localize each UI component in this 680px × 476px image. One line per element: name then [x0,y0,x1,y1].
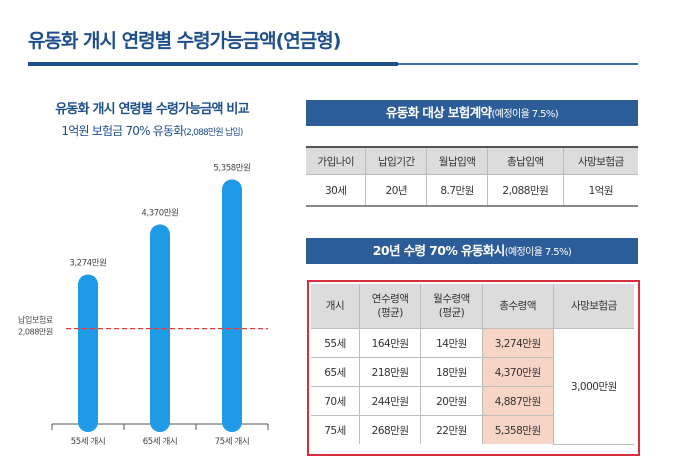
col-header-start: 개시 [311,284,360,329]
title-underline [28,62,398,66]
table1-title: 유동화 대상 보험계약(예정이율 7.5%) [306,100,638,126]
cell-monthly: 22만원 [420,415,483,444]
bar [78,274,98,432]
cell-start: 70세 [311,386,360,416]
table-row: 55세 164만원 14만원 3,274만원 3,000만원 [311,328,634,445]
cell-monthly: 14만원 [420,328,483,358]
bar [150,224,170,432]
cell-start: 75세 [311,415,360,444]
table-row: 30세 20년 8.7만원 2,088만원 1억원 [306,174,638,207]
table-header-row: 개시 연수령액 (평균) 월수령액 (평균) 총수령액 사망보험금 [311,284,634,329]
contract-table: 가입나이 납입기간 월납입액 총납입액 사망보험금 30세 20년 8.7만원 … [306,146,638,207]
payout-table: 개시 연수령액 (평균) 월수령액 (평균) 총수령액 사망보험금 55세 164만… [311,284,634,445]
chart-subtitle-main: 1억원 보험금 70% 유동화 [61,124,184,138]
page-title: 유동화 개시 연령별 수령가능금액(연금형) [28,30,341,52]
cell-annual: 164만원 [358,328,422,358]
col-header-age: 가입나이 [306,146,367,175]
cell-annual: 244만원 [358,386,422,416]
col-header-monthly: 월수령액 (평균) [420,284,483,329]
cell-total: 4,370만원 [481,357,554,387]
bar-chart: 3,274만원 55세 개시 4,370만원 65세 개시 5,358만원 75세 개시 납… [18,163,269,447]
reference-value-label: 2,088만원 [18,328,53,337]
category-label: 75세 개시 [215,436,250,447]
chart-subtitle: 1억원 보험금 70% 유동화(2,088만원 납입) [28,122,276,139]
cell-annual: 268만원 [358,415,422,444]
col-header-monthly: 월납입액 [426,146,488,175]
chart-subtitle-note: (2,088만원 납입) [183,128,243,138]
cell-total: 3,274만원 [481,328,554,358]
category-label: 55세 개시 [71,436,106,447]
bar-value-label: 4,370만원 [141,208,178,218]
col-header-period: 납입기간 [365,146,428,175]
col-header-monthly-label: 월수령액 (평균) [433,293,470,319]
table1-title-main: 유동화 대상 보험계약 [385,105,492,120]
chart-title: 유동화 개시 연령별 수령가능금액 비교 [55,102,249,117]
table1-title-note: (예정이율 7.5%) [491,109,559,120]
col-header-death: 사망보험금 [552,284,634,329]
cell-total: 5,358만원 [481,415,554,444]
cell-annual: 218만원 [358,357,422,387]
table-row: 70세 244만원 20만원 4,887만원 [311,386,634,416]
table-row: 65세 218만원 18만원 4,370만원 [311,357,634,387]
highlight-frame [307,280,640,456]
cell-total: 4,887만원 [481,386,554,416]
title-underline-thin [398,63,638,65]
table-header-row: 가입나이 납입기간 월납입액 총납입액 사망보험금 [306,146,638,175]
cell-monthly: 8.7만원 [426,174,488,207]
col-header-annual-label: 연수령액 (평균) [371,293,409,319]
bar-value-label: 3,274만원 [69,258,106,268]
cell-age: 30세 [306,174,367,207]
col-header-annual: 연수령액 (평균) [358,284,422,329]
cell-monthly: 20만원 [420,386,483,416]
col-header-total: 총납입액 [486,146,564,175]
category-label: 65세 개시 [143,436,178,447]
cell-start: 65세 [311,357,360,387]
table2-title-main: 20년 수령 70% 유동화시 [372,243,505,258]
table2-title-note: (예정이율 7.5%) [504,247,572,258]
bar [222,179,242,432]
cell-period: 20년 [365,174,428,207]
reference-label: 납입보험료 [18,316,53,325]
cell-total: 2,088만원 [486,174,564,207]
cell-monthly: 18만원 [420,357,483,387]
table2-title: 20년 수령 70% 유동화시(예정이율 7.5%) [306,238,638,264]
col-header-death: 사망보험금 [562,146,638,175]
col-header-total: 총수령액 [481,284,554,329]
cell-death-benefit: 3,000만원 [552,328,634,445]
table-row: 75세 268만원 22만원 5,358만원 [311,415,634,444]
cell-death: 1억원 [562,174,638,207]
cell-start: 55세 [311,328,360,358]
bar-value-label: 5,358만원 [213,163,250,173]
